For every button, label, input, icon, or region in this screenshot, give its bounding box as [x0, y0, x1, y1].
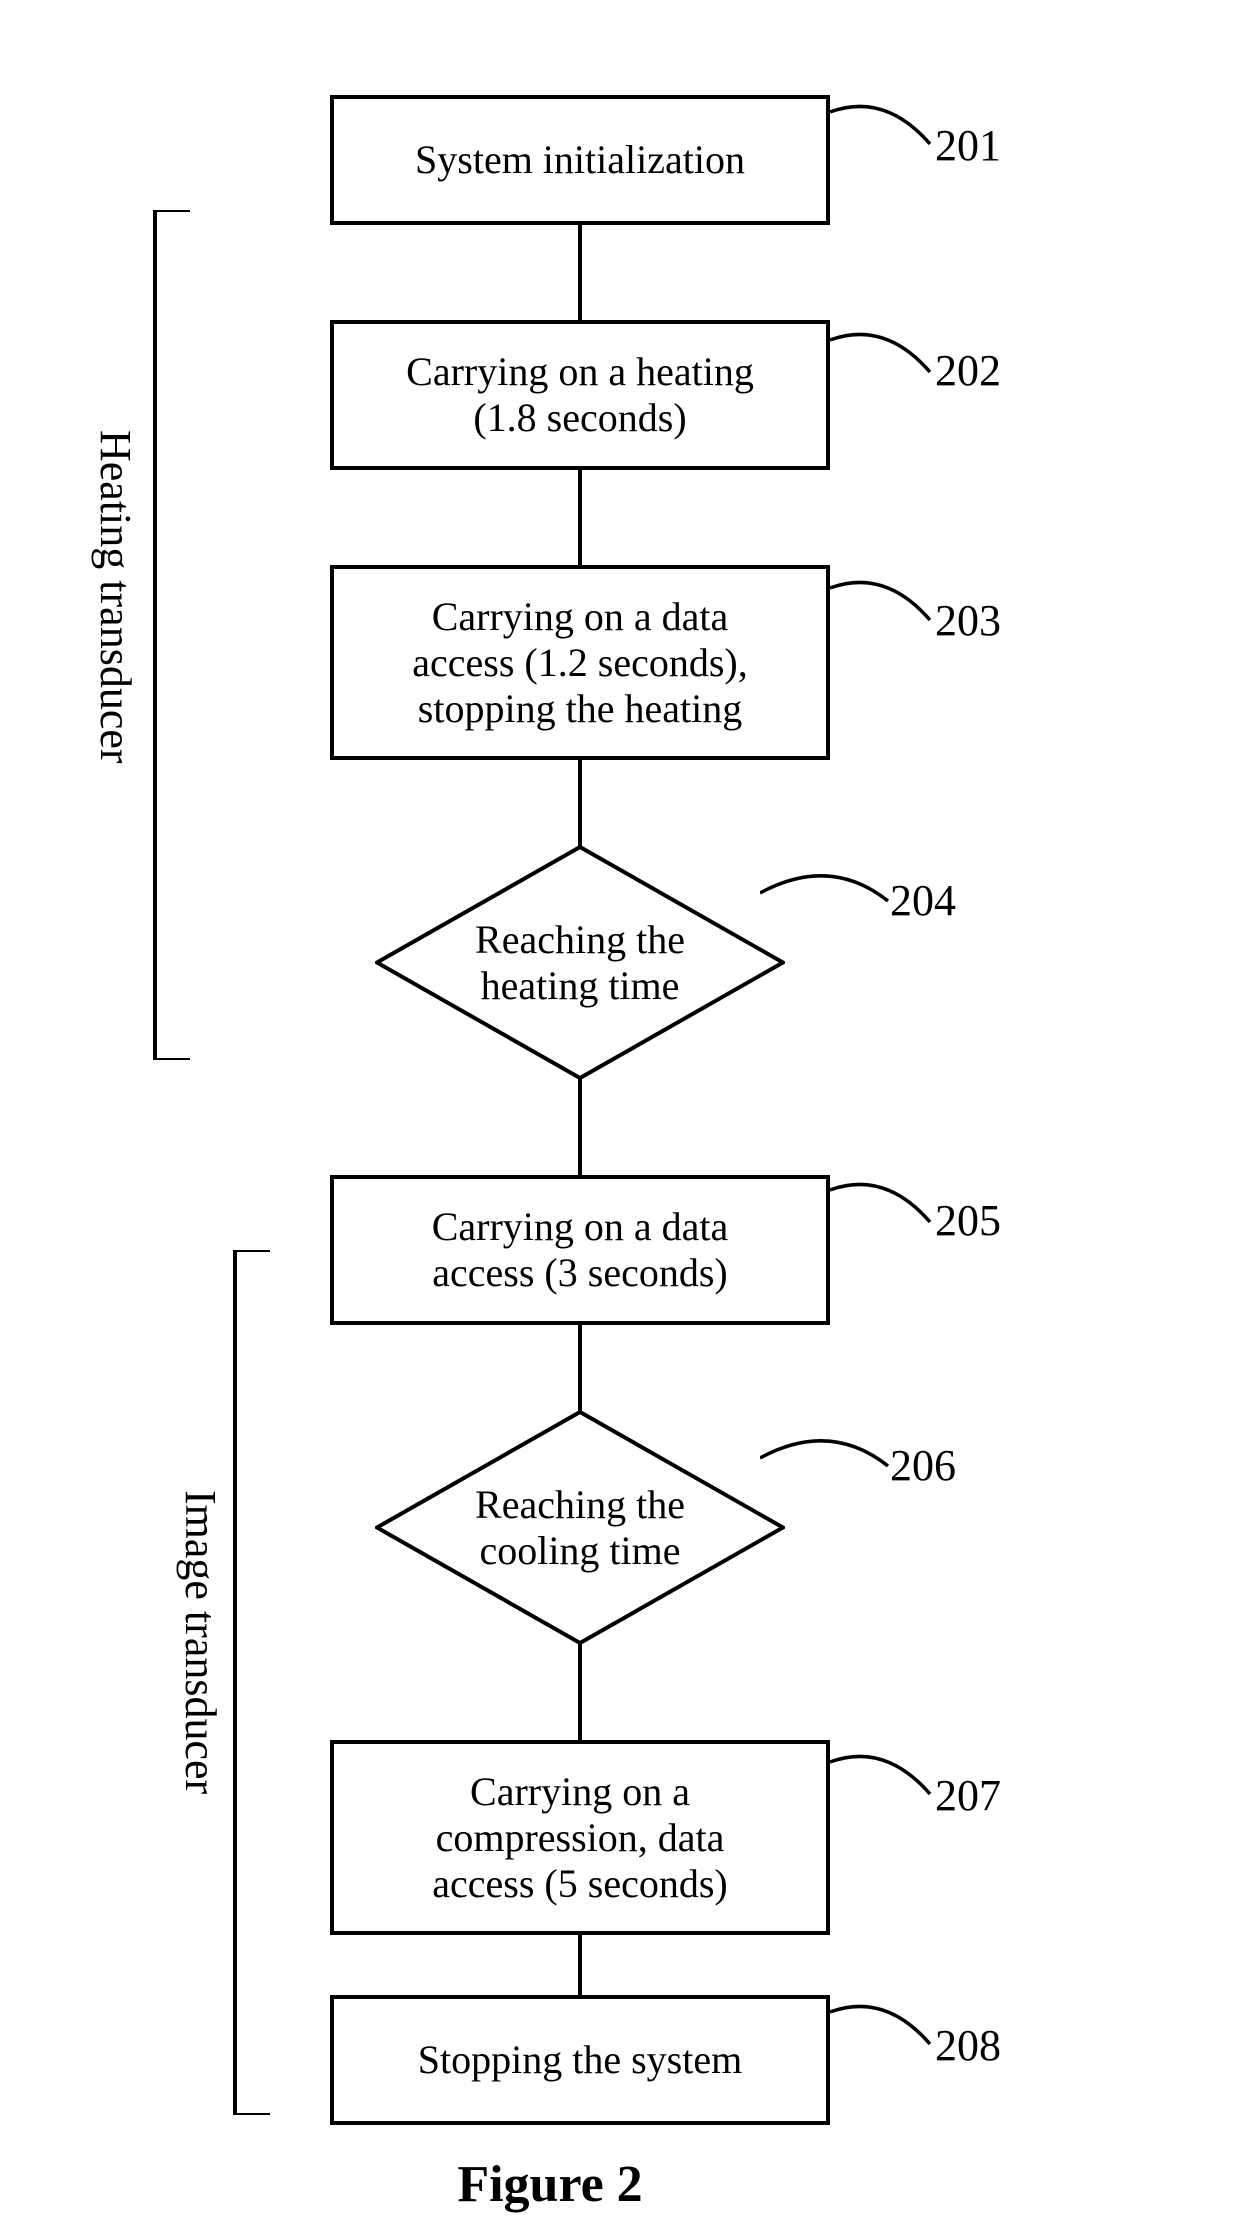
node-203-text: Carrying on a data access (1.2 seconds),… — [412, 594, 747, 732]
leader-205 — [830, 1178, 940, 1238]
leader-206 — [760, 1430, 895, 1485]
node-205: Carrying on a data access (3 seconds) — [330, 1175, 830, 1325]
ref-208: 208 — [935, 2020, 1001, 2071]
ref-203: 203 — [935, 595, 1001, 646]
ref-205: 205 — [935, 1195, 1001, 1246]
ref-201: 201 — [935, 120, 1001, 171]
leader-207 — [830, 1750, 940, 1810]
node-207: Carrying on a compression, data access (… — [330, 1740, 830, 1935]
node-201-text: System initialization — [415, 137, 745, 183]
ref-204: 204 — [890, 875, 956, 926]
bracket-heating-label: Heating transducer — [90, 430, 141, 764]
bracket-image-label: Image transducer — [175, 1490, 226, 1794]
node-208: Stopping the system — [330, 1995, 830, 2125]
edge-204-205 — [578, 1076, 582, 1175]
edge-202-203 — [578, 470, 582, 565]
ref-202: 202 — [935, 345, 1001, 396]
node-202-text: Carrying on a heating (1.8 seconds) — [406, 349, 754, 441]
leader-203 — [830, 576, 940, 636]
edge-203-204 — [578, 760, 582, 849]
edge-206-207 — [578, 1641, 582, 1740]
node-203: Carrying on a data access (1.2 seconds),… — [330, 565, 830, 760]
node-205-text: Carrying on a data access (3 seconds) — [432, 1204, 729, 1296]
flowchart-canvas: System initialization Carrying on a heat… — [0, 0, 1240, 2238]
node-204: Reaching the heating time — [375, 845, 785, 1080]
leader-202 — [830, 328, 940, 388]
node-202: Carrying on a heating (1.8 seconds) — [330, 320, 830, 470]
leader-204 — [760, 865, 895, 920]
edge-205-206 — [578, 1325, 582, 1414]
node-207-text: Carrying on a compression, data access (… — [432, 1769, 727, 1907]
node-201: System initialization — [330, 95, 830, 225]
ref-207: 207 — [935, 1770, 1001, 1821]
leader-208 — [830, 2000, 940, 2060]
node-208-text: Stopping the system — [418, 2037, 742, 2083]
edge-207-208 — [578, 1935, 582, 1995]
node-206: Reaching the cooling time — [375, 1410, 785, 1645]
figure-caption: Figure 2 — [0, 2155, 1100, 2214]
ref-206: 206 — [890, 1440, 956, 1491]
leader-201 — [830, 100, 940, 160]
node-206-text: Reaching the cooling time — [375, 1410, 785, 1645]
edge-201-202 — [578, 225, 582, 320]
node-204-text: Reaching the heating time — [375, 845, 785, 1080]
